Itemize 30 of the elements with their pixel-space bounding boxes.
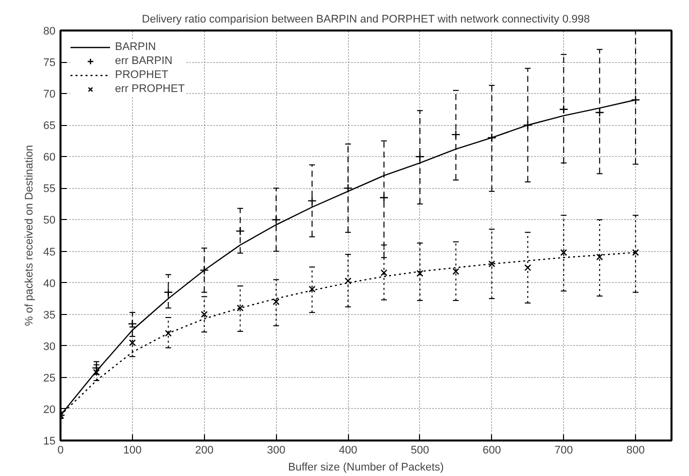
y-tick-label: 60	[43, 152, 56, 164]
x-tick-label: 200	[195, 444, 214, 456]
legend-label: err PROPHET	[115, 82, 185, 96]
x-axis-title: Buffer size (Number of Packets)	[288, 462, 444, 474]
legend-label: BARPIN	[115, 40, 156, 54]
y-tick-label: 70	[43, 88, 56, 101]
y-axis-title: % of packets received on Destination	[23, 144, 36, 326]
y-tick-label: 20	[43, 404, 56, 416]
y-tick-label: 25	[43, 372, 56, 384]
x-tick-label: 400	[338, 444, 358, 456]
y-tick-label: 65	[43, 120, 56, 132]
y-tick-label: 15	[43, 436, 56, 448]
y-tick-label: 55	[43, 183, 56, 196]
y-tick-label: 50	[43, 214, 56, 227]
y-tick-label: 80	[43, 26, 56, 38]
x-tick-label: 0	[57, 444, 64, 456]
x-tick-label: 500	[410, 444, 430, 456]
y-tick-label: 75	[43, 57, 56, 70]
x-tick-label: 700	[554, 444, 573, 456]
y-tick-label: 45	[43, 246, 56, 258]
legend-label: err BARPIN	[115, 54, 172, 68]
y-tick-label: 30	[43, 340, 56, 353]
y-tick-label: 40	[43, 278, 56, 290]
legend-label: PROPHET	[115, 68, 168, 82]
y-tick-label: 35	[43, 309, 56, 322]
x-tick-label: 100	[123, 444, 142, 456]
x-tick-label: 600	[482, 444, 501, 456]
x-tick-label: 800	[626, 444, 645, 456]
chart-title: Delivery ratio comparision between BARPIN and PORPHET with network connectivity 0.998	[142, 14, 590, 26]
x-tick-label: 300	[266, 444, 286, 456]
